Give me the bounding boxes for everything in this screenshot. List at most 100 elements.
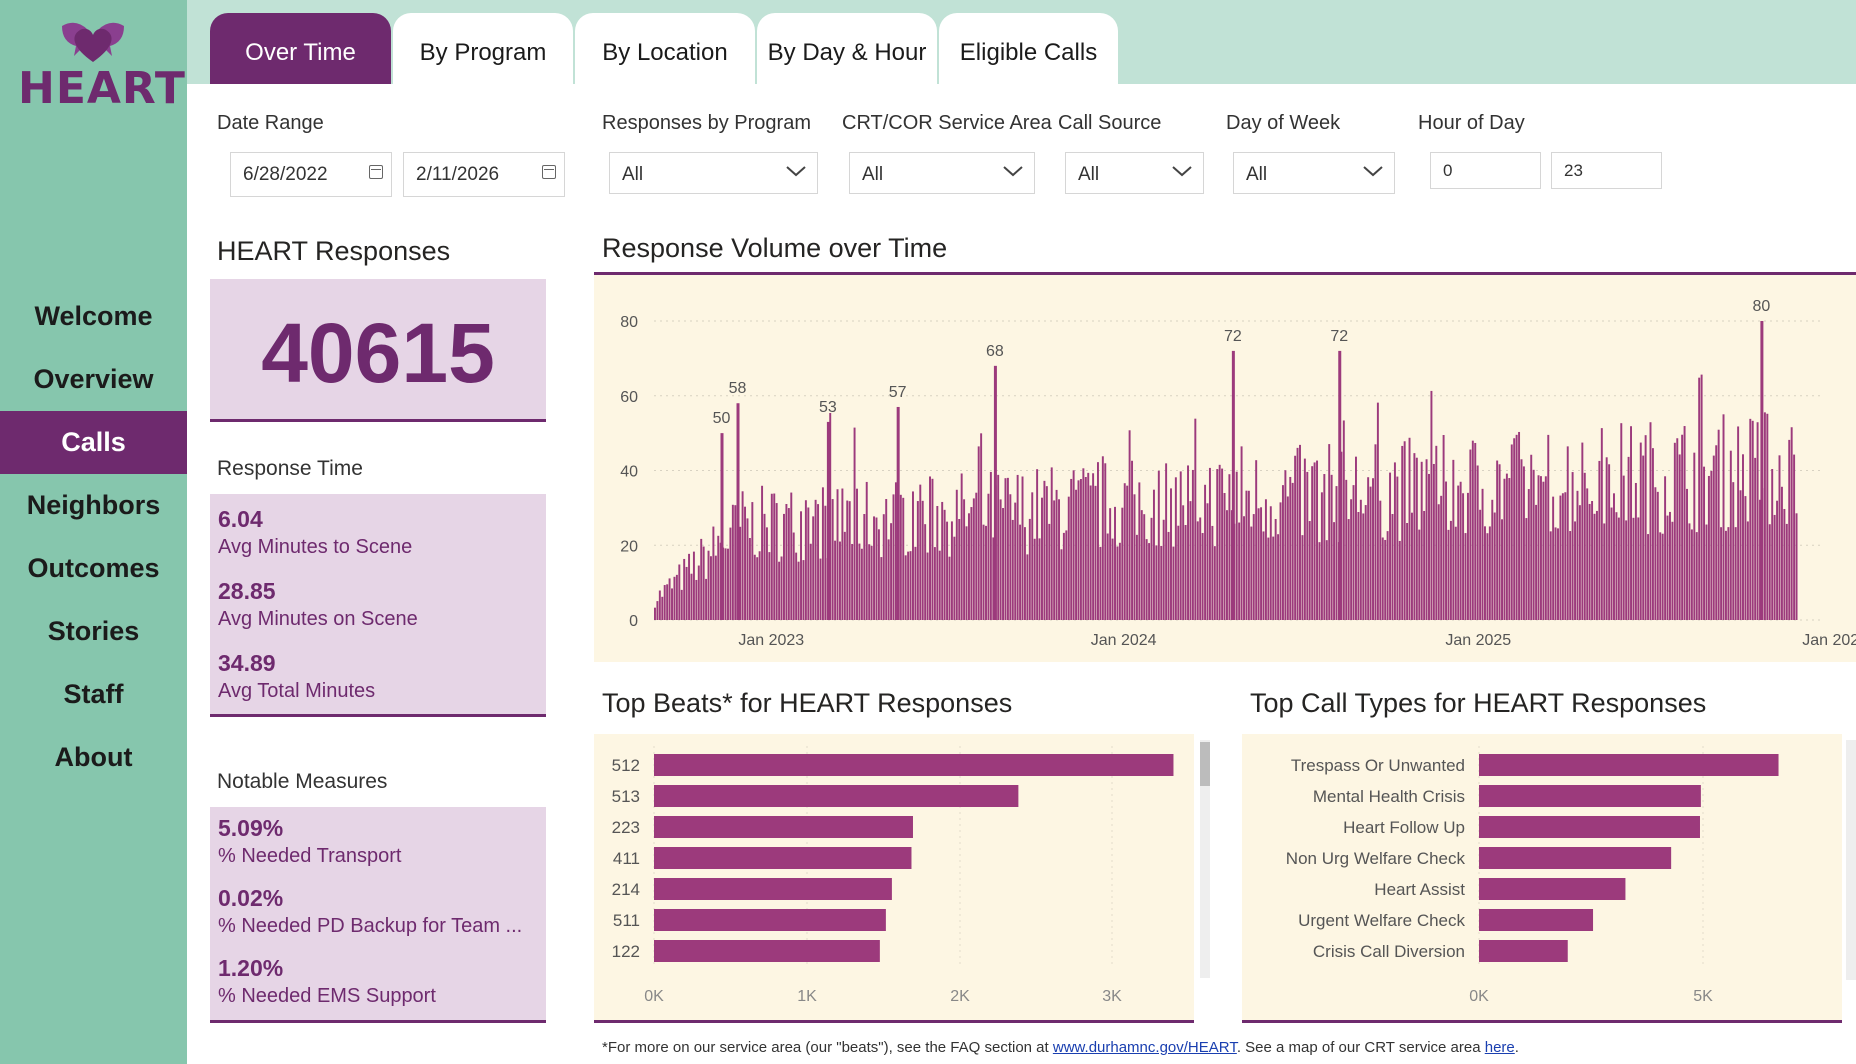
tab-eligible-calls[interactable]: Eligible Calls bbox=[939, 13, 1118, 84]
nav-welcome[interactable]: Welcome bbox=[34, 301, 153, 331]
beats-chart[interactable]: 0K 1K 2K 3K 512 513 223 411 214 511 122 bbox=[594, 734, 1194, 1020]
metric-label: Avg Minutes on Scene bbox=[218, 608, 418, 630]
volume-bar bbox=[865, 481, 868, 620]
calendar-icon[interactable] bbox=[369, 165, 383, 179]
volume-bar bbox=[860, 548, 863, 620]
nav-calls[interactable]: Calls bbox=[0, 411, 187, 474]
tab-over-time[interactable]: Over Time bbox=[210, 13, 391, 84]
tab-by-day-hour[interactable]: By Day & Hour bbox=[757, 13, 937, 84]
volume-bar bbox=[1379, 500, 1382, 620]
volume-bar bbox=[1299, 444, 1301, 620]
volume-bar bbox=[1744, 496, 1747, 620]
volume-bar bbox=[1247, 490, 1250, 620]
bar bbox=[1479, 940, 1568, 962]
nav-neighbors[interactable]: Neighbors bbox=[26, 490, 161, 520]
call-source-select[interactable]: All bbox=[1065, 152, 1204, 194]
hour-of-day-label: Hour of Day bbox=[1418, 112, 1525, 134]
volume-bar bbox=[1230, 510, 1233, 620]
kpi-title: HEART Responses bbox=[217, 236, 451, 266]
volume-bar bbox=[1428, 473, 1430, 620]
volume-bar bbox=[1690, 529, 1693, 620]
volume-bar bbox=[807, 507, 810, 620]
nav-overview[interactable]: Overview bbox=[33, 364, 154, 394]
volume-bar bbox=[1608, 464, 1611, 620]
volume-bar bbox=[848, 501, 851, 620]
volume-bar bbox=[1418, 529, 1421, 620]
volume-bar bbox=[787, 508, 790, 620]
peak-bar bbox=[896, 406, 900, 620]
nav-outcomes[interactable]: Outcomes bbox=[27, 553, 160, 583]
chevron-down-icon bbox=[786, 166, 806, 177]
tab-by-program[interactable]: By Program bbox=[393, 13, 573, 84]
volume-bar bbox=[1678, 454, 1681, 620]
date-end-input[interactable]: 2/11/2026 bbox=[403, 152, 565, 197]
volume-bar bbox=[1486, 533, 1489, 620]
day-of-week-select[interactable]: All bbox=[1233, 152, 1395, 194]
volume-bar bbox=[1795, 513, 1798, 620]
volume-bar bbox=[916, 501, 919, 620]
volume-bar bbox=[1016, 474, 1019, 620]
tab-by-location[interactable]: By Location bbox=[575, 13, 755, 84]
volume-bar bbox=[938, 550, 941, 620]
program-select[interactable]: All bbox=[609, 152, 818, 194]
volume-bar bbox=[724, 548, 727, 620]
volume-bar bbox=[1352, 485, 1355, 620]
volume-bar bbox=[1369, 486, 1372, 620]
heart-faq-link[interactable]: www.durhamnc.gov/HEART bbox=[1052, 1039, 1237, 1056]
volume-bar bbox=[797, 561, 800, 620]
heart-logo[interactable]: HEART bbox=[18, 18, 185, 114]
nav-about[interactable]: About bbox=[54, 742, 133, 772]
volume-bar bbox=[1055, 489, 1058, 620]
volume-bar bbox=[1036, 469, 1039, 620]
call-types-scrollbar[interactable] bbox=[1846, 740, 1856, 980]
volume-bar bbox=[1688, 523, 1691, 620]
bar bbox=[1479, 754, 1779, 776]
metric-value: 0.02% bbox=[218, 885, 284, 911]
volume-bar bbox=[658, 590, 661, 620]
metric-value: 5.09% bbox=[218, 815, 284, 841]
volume-chart[interactable]: 0 20 40 60 80 50 58 53 57 68 72 72 80 Jan 2023 Jan 202… bbox=[594, 275, 1856, 665]
bar bbox=[654, 785, 1019, 807]
volume-bar bbox=[751, 502, 754, 620]
volume-bar bbox=[1094, 485, 1097, 620]
volume-bar bbox=[1707, 475, 1710, 620]
volume-bar bbox=[1501, 519, 1503, 620]
volume-bar bbox=[753, 554, 756, 620]
beats-scrollbar-thumb[interactable] bbox=[1200, 742, 1210, 786]
nav-staff[interactable]: Staff bbox=[63, 679, 124, 709]
volume-bar bbox=[1170, 488, 1172, 620]
volume-bar bbox=[1184, 525, 1187, 620]
volume-bar bbox=[1150, 517, 1153, 620]
hour-to-input[interactable]: 23 bbox=[1551, 152, 1662, 189]
beats-scrollbar[interactable] bbox=[1200, 740, 1210, 978]
volume-bar bbox=[1435, 445, 1438, 620]
response-time-card: 6.04 Avg Minutes to Scene 28.85 Avg Minu… bbox=[210, 494, 546, 717]
nav-stories[interactable]: Stories bbox=[47, 616, 140, 646]
volume-bar bbox=[1347, 519, 1350, 620]
category-label: Crisis Call Diversion bbox=[1313, 942, 1465, 961]
volume-bar bbox=[1664, 476, 1667, 620]
volume-bar bbox=[785, 503, 788, 620]
volume-bar bbox=[780, 556, 783, 620]
volume-bar bbox=[1642, 455, 1645, 620]
volume-bar bbox=[853, 427, 856, 620]
calendar-icon[interactable] bbox=[542, 165, 556, 179]
volume-bar bbox=[1561, 493, 1564, 620]
volume-bar bbox=[1096, 462, 1099, 620]
volume-bar bbox=[802, 560, 805, 620]
volume-bar bbox=[1771, 469, 1774, 620]
volume-bar bbox=[1372, 478, 1374, 620]
volume-bar bbox=[1447, 529, 1450, 620]
category-label: 512 bbox=[612, 756, 640, 775]
hour-from-input[interactable]: 0 bbox=[1430, 152, 1541, 189]
date-start-input[interactable]: 6/28/2022 bbox=[230, 152, 392, 197]
volume-bar bbox=[1213, 546, 1216, 620]
volume-bar bbox=[1510, 444, 1513, 620]
metric-label: Avg Minutes to Scene bbox=[218, 536, 413, 558]
call-types-chart[interactable]: 0K 5K Trespass Or Unwanted Mental Health Cr… bbox=[1242, 734, 1842, 1020]
metric-label: % Needed EMS Support bbox=[218, 985, 436, 1007]
service-map-link[interactable]: here bbox=[1484, 1039, 1515, 1056]
volume-bar bbox=[1578, 505, 1581, 620]
service-area-select[interactable]: All bbox=[849, 152, 1035, 194]
volume-bar bbox=[965, 526, 968, 620]
